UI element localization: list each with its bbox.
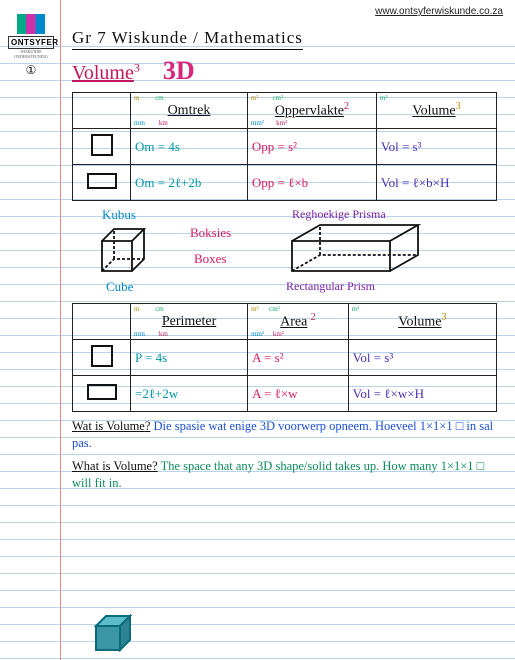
subtitle: Volume3 3D	[72, 56, 497, 86]
p-square: P = 4s	[131, 340, 248, 376]
formula-table-afrikaans: m cm Omtrek mm km m² cm² Oppervlakte2 mm…	[72, 92, 497, 201]
label-boxes: Boxes	[194, 251, 227, 267]
header-area: m² cm² Area 2 mm² km²	[248, 304, 349, 340]
qa-afrikaans: Wat is Volume? Die spasie wat enige 3D v…	[72, 418, 497, 452]
header-omtrek: m cm Omtrek mm km	[131, 93, 248, 129]
prism-icon	[286, 221, 426, 277]
table-row: Om = 2ℓ+2b Opp = ℓ×b Vol = ℓ×b×H	[73, 165, 497, 201]
label-reghoekige: Reghoekige Prisma	[292, 207, 386, 222]
opp-square: Opp = s²	[247, 129, 376, 165]
a-rect: A = ℓ×w	[248, 376, 349, 412]
square-icon	[73, 129, 131, 165]
label-kubus: Kubus	[102, 207, 136, 223]
table-row: Om = 4s Opp = s² Vol = s³	[73, 129, 497, 165]
header-volume-en: m³ Volume3	[348, 304, 496, 340]
cube-icon	[96, 225, 152, 277]
page-number: ①	[8, 63, 54, 78]
label-rectangular: Rectangular Prism	[286, 279, 375, 294]
logo-block: ONTSYFER WISKUNDE ONDERSTEUNING ①	[8, 14, 54, 78]
empty-header	[73, 93, 131, 129]
logo-name: ONTSYFER	[8, 36, 54, 49]
logo-icon	[17, 14, 45, 34]
qa-english: What is Volume? The space that any 3D sh…	[72, 458, 497, 492]
empty-header	[73, 304, 131, 340]
bottom-cube-icon	[92, 614, 136, 654]
vol-square-en: Vol = s³	[348, 340, 496, 376]
shapes-diagram-row: Kubus Reghoekige Prisma Boksies Boxes Cu…	[72, 207, 497, 299]
label-boksies: Boksies	[190, 225, 231, 241]
volume-sup: 3	[134, 60, 140, 74]
margin-line	[60, 0, 61, 660]
header-volume-af: m³ Volume3	[376, 93, 496, 129]
header-oppervlakte: m² cm² Oppervlakte2 mm² km²	[247, 93, 376, 129]
rectangle-icon	[73, 165, 131, 201]
square-icon	[73, 340, 131, 376]
question-en: What is Volume	[72, 459, 152, 473]
vol-square: Vol = s³	[376, 129, 496, 165]
table-row: P = 4s A = s² Vol = s³	[73, 340, 497, 376]
table-row: =2ℓ+2w A = ℓ×w Vol = ℓ×w×H	[73, 376, 497, 412]
volume-word: Volume	[72, 62, 134, 84]
page-title: Gr 7 Wiskunde / Mathematics	[72, 28, 497, 54]
opp-rect: Opp = ℓ×b	[247, 165, 376, 201]
logo-subtitle: WISKUNDE ONDERSTEUNING	[8, 49, 54, 59]
om-square: Om = 4s	[131, 129, 248, 165]
formula-table-english: m cm Perimeter mm km m² cm² Area 2 mm² k…	[72, 303, 497, 412]
rectangle-icon	[73, 376, 131, 412]
p-rect: =2ℓ+2w	[131, 376, 248, 412]
main-content: Gr 7 Wiskunde / Mathematics Volume3 3D m…	[72, 28, 497, 492]
a-square: A = s²	[248, 340, 349, 376]
label-cube: Cube	[106, 279, 133, 295]
question-af: Wat is Volume	[72, 419, 145, 433]
vol-rect: Vol = ℓ×b×H	[376, 165, 496, 201]
vol-rect-en: Vol = ℓ×w×H	[348, 376, 496, 412]
om-rect: Om = 2ℓ+2b	[131, 165, 248, 201]
website-url: www.ontsyferwiskunde.co.za	[375, 6, 503, 17]
header-perimeter: m cm Perimeter mm km	[131, 304, 248, 340]
three-d-label: 3D	[163, 56, 195, 85]
